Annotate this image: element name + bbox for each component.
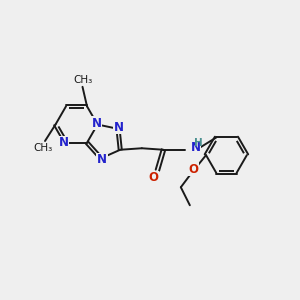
Text: O: O <box>149 171 159 184</box>
Text: N: N <box>97 153 107 166</box>
Text: N: N <box>190 141 200 154</box>
Text: CH₃: CH₃ <box>34 142 53 153</box>
Text: O: O <box>188 163 198 176</box>
Text: H: H <box>194 138 203 148</box>
Text: CH₃: CH₃ <box>73 75 92 85</box>
Text: N: N <box>114 121 124 134</box>
Text: N: N <box>58 136 69 149</box>
Text: N: N <box>92 116 102 130</box>
